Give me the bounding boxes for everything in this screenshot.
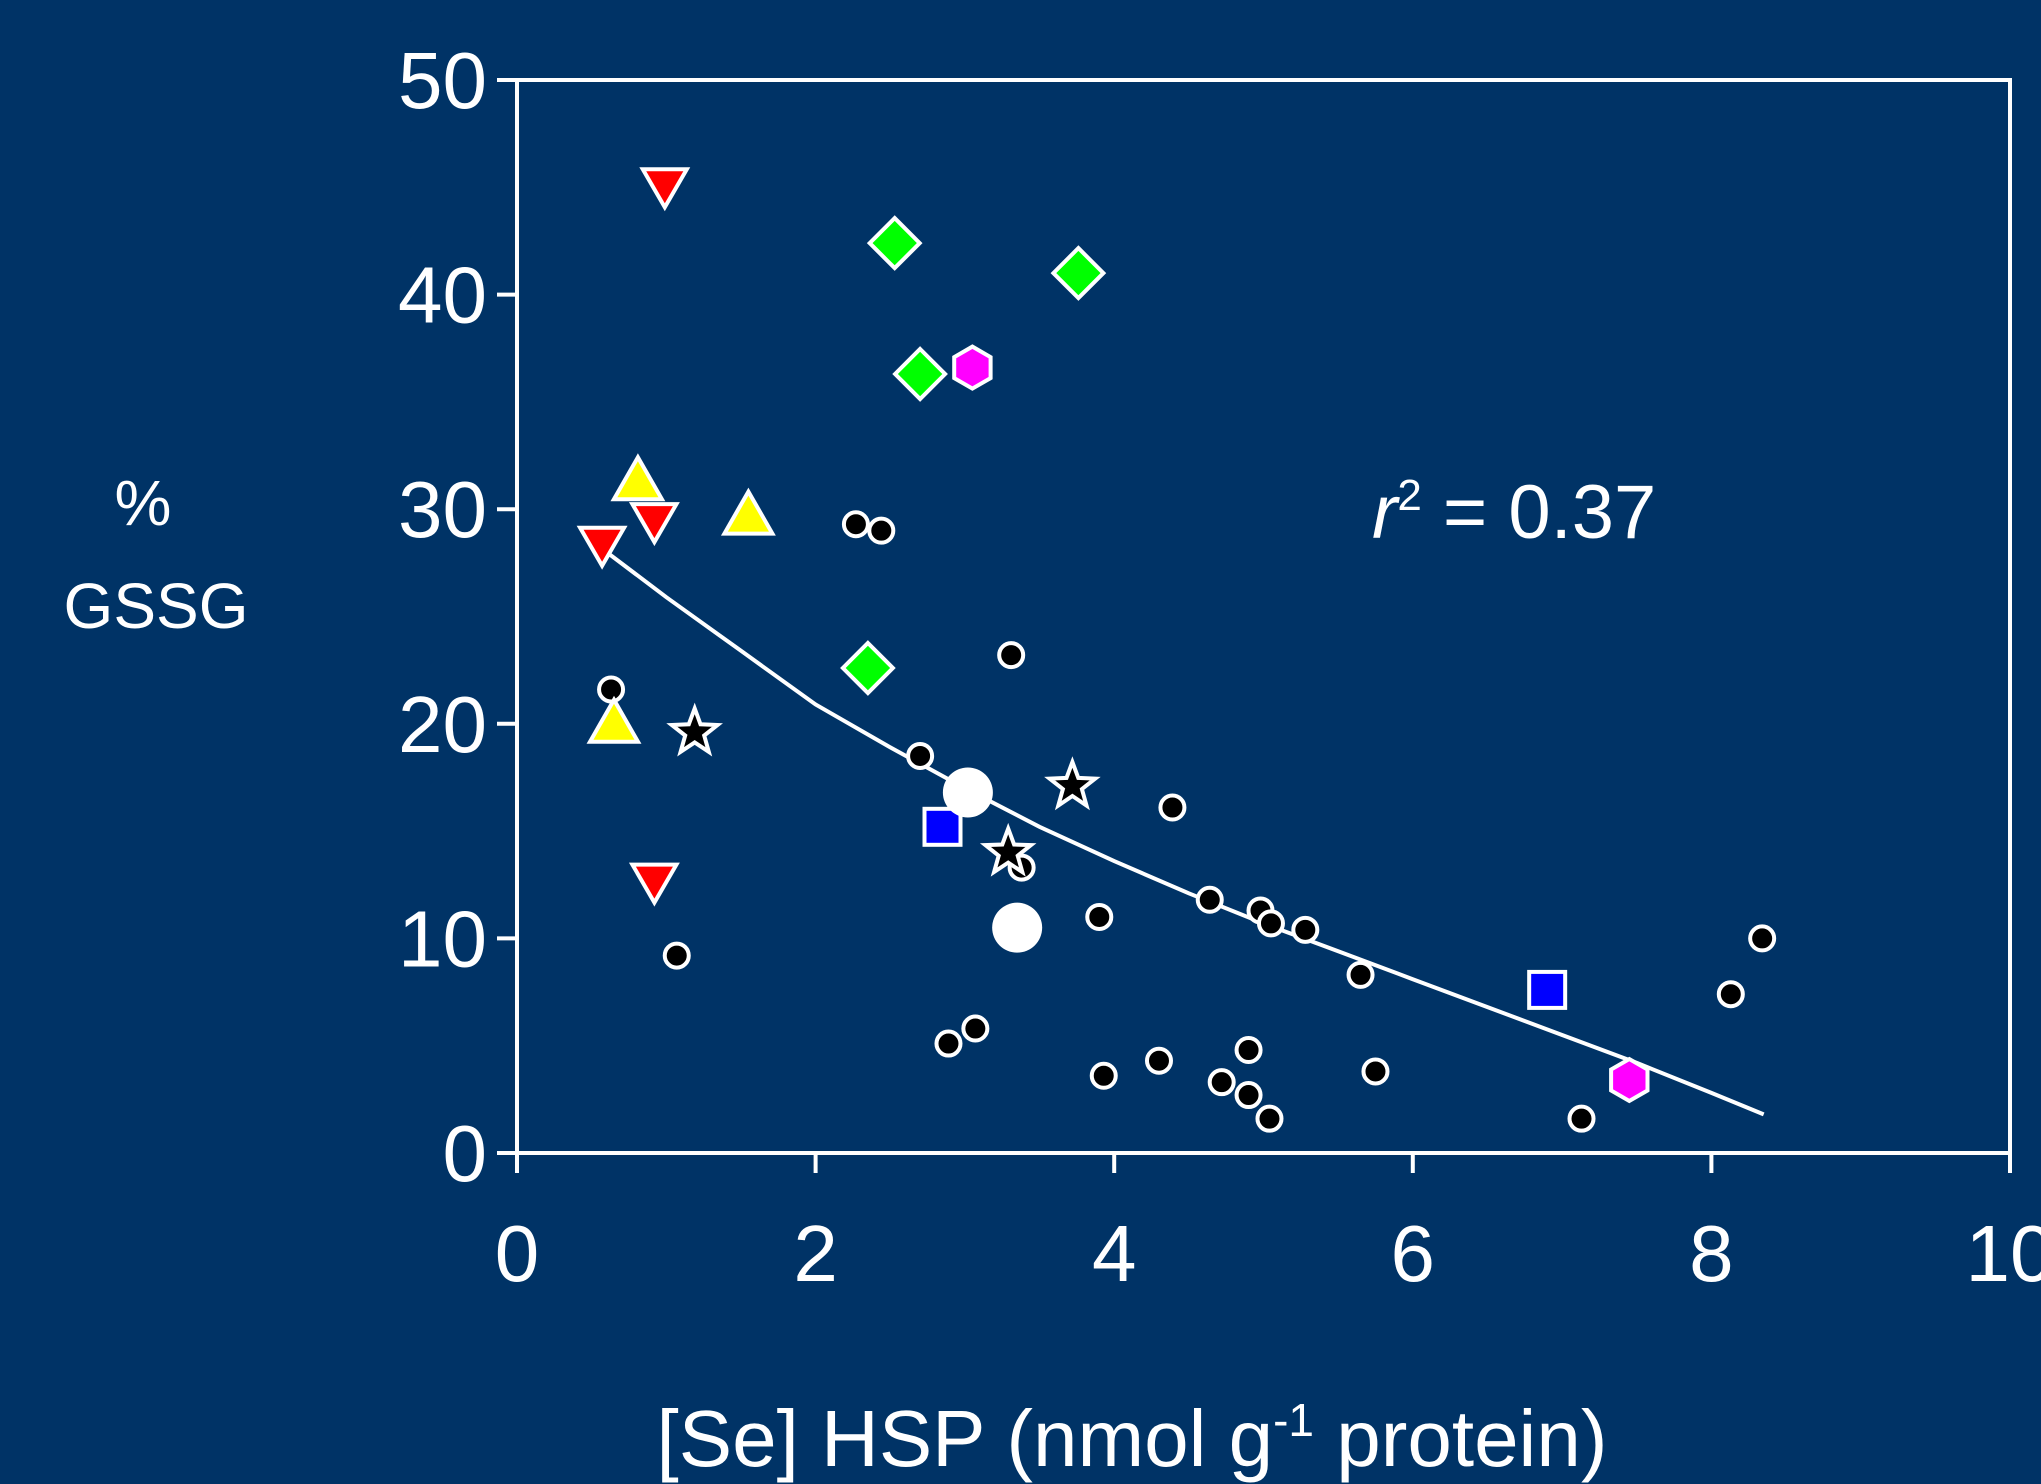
y-tick-label: 20	[398, 680, 487, 769]
axis-ticks: 0 2 4 6 8 10 0 10 20 30 40 50	[398, 36, 2041, 1298]
data-point-dot	[1346, 960, 1375, 989]
data-point-dot	[997, 641, 1026, 670]
r-squared-annotation: r2 = 0.37	[1372, 470, 1656, 555]
data-point-star	[979, 822, 1037, 877]
y-tick-label: 0	[443, 1109, 488, 1198]
x-axis-label: [Se] HSP (nmol g-1 protein)	[657, 1394, 1608, 1483]
data-point-circle	[992, 902, 1043, 953]
data-point-dot	[1234, 1081, 1263, 1110]
data-point-dot	[1089, 1061, 1118, 1090]
data-point-star	[1044, 756, 1101, 811]
data-point-dot	[1234, 1035, 1263, 1064]
data-point-circle	[942, 767, 993, 818]
data-point-dot	[1195, 885, 1224, 914]
fit-line-layer	[605, 550, 1765, 1117]
x-tick-label: 8	[1689, 1209, 1734, 1298]
x-tick-label: 0	[495, 1209, 540, 1298]
data-point-dot	[1716, 980, 1745, 1009]
y-tick-label: 30	[398, 465, 487, 554]
data-point-dot	[906, 741, 935, 770]
data-point-dot	[1207, 1068, 1236, 1097]
x-axis-label-superscript: -1	[1273, 1394, 1314, 1446]
data-point-dot	[662, 941, 691, 970]
data-point-dot	[1158, 793, 1187, 822]
data-point-triangle-up	[610, 453, 666, 502]
data-point-dot	[1144, 1046, 1173, 1075]
data-point-dot	[1748, 924, 1777, 953]
data-point-hexagon	[1609, 1056, 1650, 1104]
data-point-diamond	[840, 640, 896, 696]
x-tick-label: 2	[793, 1209, 838, 1298]
x-tick-label: 6	[1391, 1209, 1436, 1298]
data-point-triangle-down	[576, 525, 628, 570]
data-point-dot	[1567, 1104, 1596, 1133]
data-point-triangle-down	[628, 862, 680, 907]
data-point-triangle-down	[639, 167, 691, 212]
data-point-dot	[1085, 902, 1114, 931]
data-point-diamond	[1050, 245, 1107, 301]
plot-border	[515, 78, 2012, 1155]
data-point-dot	[1361, 1057, 1390, 1086]
data-point-dot	[1255, 1104, 1284, 1133]
y-tick-label: 10	[398, 894, 487, 983]
y-axis-label-line1: %	[115, 467, 172, 539]
data-point-triangle-up	[586, 695, 642, 744]
y-tick-label: 50	[398, 36, 487, 125]
data-point-triangle-up	[720, 487, 776, 536]
data-point-diamond	[892, 346, 948, 402]
x-tick-label: 10	[1966, 1209, 2041, 1298]
data-point-hexagon	[952, 344, 993, 391]
data-point-diamond	[866, 215, 923, 271]
y-tick-label: 40	[398, 251, 487, 340]
data-point-dot	[841, 510, 870, 539]
data-point-triangle-down	[628, 502, 680, 547]
data-points	[576, 167, 1777, 1133]
data-point-square	[922, 806, 963, 847]
data-point-dot	[867, 516, 896, 545]
plot-frame	[515, 78, 2012, 1155]
data-point-star	[666, 702, 723, 757]
data-point-square	[1527, 969, 1568, 1010]
regression-fit-line	[605, 550, 1765, 1117]
data-point-dot	[1256, 909, 1285, 938]
data-point-dot	[1291, 915, 1320, 944]
data-point-dot	[597, 675, 626, 704]
data-point-dot	[961, 1014, 990, 1043]
data-point-dot	[934, 1029, 963, 1058]
y-axis-label-line2: GSSG	[64, 570, 249, 642]
x-tick-label: 4	[1092, 1209, 1137, 1298]
